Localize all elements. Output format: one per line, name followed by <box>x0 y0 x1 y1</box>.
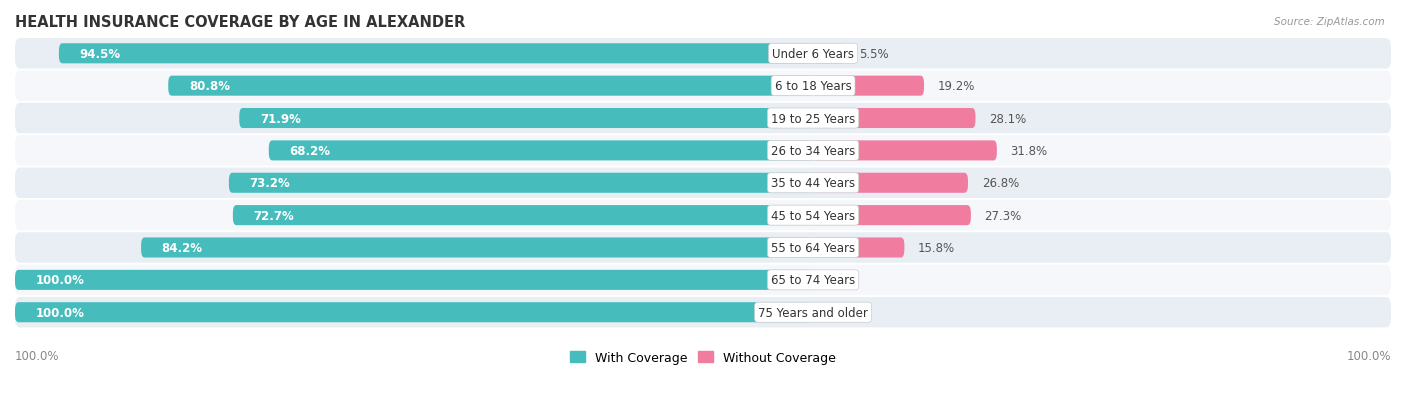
FancyBboxPatch shape <box>15 270 813 290</box>
FancyBboxPatch shape <box>269 141 813 161</box>
FancyBboxPatch shape <box>15 265 1391 295</box>
Text: 35 to 44 Years: 35 to 44 Years <box>770 177 855 190</box>
Text: 72.7%: 72.7% <box>253 209 294 222</box>
FancyBboxPatch shape <box>15 39 1391 69</box>
Legend: With Coverage, Without Coverage: With Coverage, Without Coverage <box>565 346 841 369</box>
FancyBboxPatch shape <box>813 206 972 225</box>
Text: 19 to 25 Years: 19 to 25 Years <box>770 112 855 125</box>
FancyBboxPatch shape <box>15 233 1391 263</box>
FancyBboxPatch shape <box>15 302 813 323</box>
Text: 65 to 74 Years: 65 to 74 Years <box>770 274 855 287</box>
Text: 73.2%: 73.2% <box>249 177 290 190</box>
Text: 6 to 18 Years: 6 to 18 Years <box>775 80 852 93</box>
FancyBboxPatch shape <box>813 76 924 97</box>
Text: 94.5%: 94.5% <box>80 47 121 61</box>
FancyBboxPatch shape <box>141 238 813 258</box>
Text: 28.1%: 28.1% <box>990 112 1026 125</box>
FancyBboxPatch shape <box>15 71 1391 102</box>
Text: 0.0%: 0.0% <box>827 274 856 287</box>
FancyBboxPatch shape <box>15 136 1391 166</box>
Text: 55 to 64 Years: 55 to 64 Years <box>770 242 855 254</box>
Text: 71.9%: 71.9% <box>260 112 301 125</box>
Text: 100.0%: 100.0% <box>1347 349 1391 363</box>
FancyBboxPatch shape <box>813 173 967 193</box>
Text: 27.3%: 27.3% <box>984 209 1022 222</box>
FancyBboxPatch shape <box>239 109 813 129</box>
Text: 84.2%: 84.2% <box>162 242 202 254</box>
FancyBboxPatch shape <box>233 206 813 225</box>
FancyBboxPatch shape <box>229 173 813 193</box>
FancyBboxPatch shape <box>15 297 1391 328</box>
Text: 100.0%: 100.0% <box>35 306 84 319</box>
Text: 100.0%: 100.0% <box>35 274 84 287</box>
Text: 75 Years and older: 75 Years and older <box>758 306 868 319</box>
Text: Under 6 Years: Under 6 Years <box>772 47 853 61</box>
Text: 31.8%: 31.8% <box>1011 145 1047 157</box>
Text: 68.2%: 68.2% <box>290 145 330 157</box>
Text: 0.0%: 0.0% <box>827 306 856 319</box>
FancyBboxPatch shape <box>15 104 1391 134</box>
FancyBboxPatch shape <box>813 109 976 129</box>
Text: Source: ZipAtlas.com: Source: ZipAtlas.com <box>1274 17 1385 26</box>
FancyBboxPatch shape <box>15 168 1391 199</box>
Text: 45 to 54 Years: 45 to 54 Years <box>770 209 855 222</box>
Text: 100.0%: 100.0% <box>15 349 59 363</box>
FancyBboxPatch shape <box>15 200 1391 231</box>
Text: 26 to 34 Years: 26 to 34 Years <box>770 145 855 157</box>
Text: HEALTH INSURANCE COVERAGE BY AGE IN ALEXANDER: HEALTH INSURANCE COVERAGE BY AGE IN ALEX… <box>15 15 465 30</box>
Text: 19.2%: 19.2% <box>938 80 976 93</box>
FancyBboxPatch shape <box>813 44 845 64</box>
Text: 5.5%: 5.5% <box>859 47 889 61</box>
Text: 15.8%: 15.8% <box>918 242 955 254</box>
FancyBboxPatch shape <box>169 76 813 97</box>
FancyBboxPatch shape <box>813 141 997 161</box>
Text: 80.8%: 80.8% <box>188 80 229 93</box>
Text: 26.8%: 26.8% <box>981 177 1019 190</box>
FancyBboxPatch shape <box>813 238 904 258</box>
FancyBboxPatch shape <box>59 44 813 64</box>
